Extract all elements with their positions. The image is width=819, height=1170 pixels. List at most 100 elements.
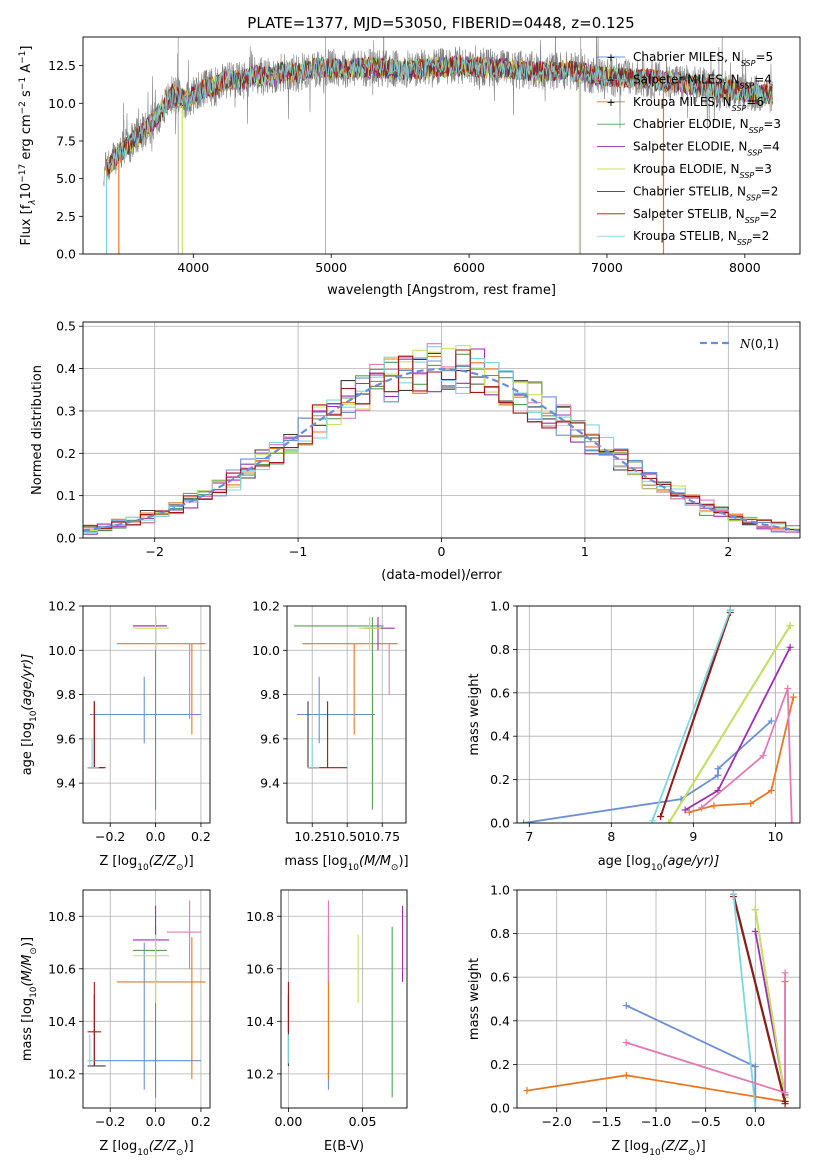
y-tick-label: 2.5 xyxy=(56,209,76,224)
x-tick-label: 0.2 xyxy=(191,1114,211,1129)
model-spectrum-line xyxy=(106,55,773,175)
panels: 4000 5000 6000 7000 80000.02.55.07.510.012.5… xyxy=(18,36,801,1158)
x-tick-label: 0 xyxy=(438,544,446,559)
x-tick-label: 0.0 xyxy=(146,829,166,844)
y-tick-label: 10.2 xyxy=(48,1066,76,1081)
y-tick-label: 10.2 xyxy=(252,599,280,614)
y-tick-label: 10.2 xyxy=(246,1066,274,1081)
x-tick-label: −1 xyxy=(289,544,307,559)
x-tick-label: −1.5 xyxy=(591,1114,621,1129)
x-tick-label: 0.0 xyxy=(146,1114,166,1129)
y-axis-label: age [log10(age/yr)] xyxy=(20,654,39,776)
model-spectrum-line xyxy=(106,56,773,171)
y-tick-label: 0.2 xyxy=(490,1057,510,1072)
x-axis-label: Z [log10(Z/Z⊙)] xyxy=(611,1139,705,1158)
mass-weight-series-line xyxy=(659,612,732,817)
legend-marker: + xyxy=(606,96,615,109)
legend-label: Chabrier STELIB, NSSP=2 xyxy=(633,184,778,202)
panel-mass_vs_Z: −0.2 0.0 0.2 10.2 10.4 10.6 10.8 Z [log10(Z/Z⊙)… xyxy=(20,889,211,1158)
y-tick-label: 9.4 xyxy=(260,776,280,791)
x-tick-label: 1 xyxy=(581,544,589,559)
y-tick-label: 0.5 xyxy=(56,319,76,334)
x-tick-label: 9 xyxy=(689,829,697,844)
y-tick-label: 10.8 xyxy=(246,909,274,924)
legend-marker: + xyxy=(606,73,615,86)
legend-label: Salpeter ELODIE, NSSP=4 xyxy=(633,140,780,158)
y-tick-label: 0.0 xyxy=(490,816,510,831)
y-tick-label: 7.5 xyxy=(56,133,76,148)
y-axis-label: Normed distribution xyxy=(30,365,45,495)
y-tick-label: 0.0 xyxy=(490,1101,510,1116)
y-tick-label: 5.0 xyxy=(56,171,76,186)
axes-frame xyxy=(82,889,211,1109)
legend-label: Salpeter MILES, NSSP=4 xyxy=(633,72,772,90)
x-tick-label: −2 xyxy=(145,544,163,559)
y-tick-label: 10.6 xyxy=(48,961,76,976)
panel-massweight_vs_Z: −2.0 −1.5 −1.0 −0.5 0.0 0.0 0.2 0.4 0.6 0.8 1.0 Z [… xyxy=(467,883,801,1158)
x-tick-label: 10.25 xyxy=(294,829,330,844)
y-tick-label: 0.8 xyxy=(490,926,510,941)
axes-frame xyxy=(82,36,801,255)
gaussian-curve xyxy=(83,367,800,532)
histogram-step-line xyxy=(83,349,800,531)
panel-spectrum: 4000 5000 6000 7000 8000 0.0 2.5 5.0 7.5 10.0 12.5… xyxy=(18,36,801,298)
y-tick-label: 12.5 xyxy=(48,58,76,73)
y-tick-label: 1.0 xyxy=(490,599,510,614)
x-axis-label: wavelength [Angstrom, rest frame] xyxy=(327,283,556,298)
x-tick-label: 2 xyxy=(724,544,732,559)
x-tick-label: 8 xyxy=(607,829,615,844)
x-tick-label: 6000 xyxy=(453,260,485,275)
x-tick-label: 10 xyxy=(767,829,783,844)
panel-age_vs_mass: 10.25 10.50 10.75 9.4 9.6 9.8 10.0 10.2 mass [lo… xyxy=(252,599,408,874)
axes-frame xyxy=(82,605,211,824)
y-axis-label: mass weight xyxy=(467,958,482,1040)
legend-label: Kroupa MILES, NSSP=6 xyxy=(633,95,764,113)
x-tick-label: −0.5 xyxy=(690,1114,720,1129)
axes-frame xyxy=(516,889,801,1109)
x-axis-label: (data-model)/error xyxy=(381,568,502,583)
panel-residuals: −2 −1 0 1 2 0.0 0.1 0.2 0.3 0.4 0.5 (data-model)/er… xyxy=(30,319,801,583)
axes-frame xyxy=(82,321,801,539)
x-axis-label: mass [log10(M/M⊙)] xyxy=(284,854,408,873)
y-tick-label: 0.0 xyxy=(56,531,76,546)
y-tick-label: 0.4 xyxy=(490,729,510,744)
x-tick-label: −0.2 xyxy=(95,829,125,844)
mass-weight-series-line xyxy=(754,909,786,1098)
y-tick-label: 9.6 xyxy=(260,731,280,746)
panel-age_vs_Z: −0.2 0.0 0.2 9.4 9.6 9.8 10.0 10.2 Z [log10(Z/Z⊙… xyxy=(20,599,211,874)
y-tick-label: 0.6 xyxy=(490,685,510,700)
y-tick-label: 0.2 xyxy=(56,446,76,461)
y-tick-label: 10.2 xyxy=(48,599,76,614)
mass-weight-lines xyxy=(520,606,797,823)
x-tick-label: −2.0 xyxy=(542,1114,572,1129)
legend-label: Kroupa STELIB, NSSP=2 xyxy=(633,229,769,247)
x-tick-label: 8000 xyxy=(729,260,761,275)
y-tick-label: 0.6 xyxy=(490,970,510,985)
y-axis-label: mass [log10(M/M⊙)] xyxy=(20,937,39,1061)
x-tick-label: 0.0 xyxy=(745,1114,765,1129)
y-tick-label: 10.0 xyxy=(48,643,76,658)
legend-label: Chabrier ELODIE, NSSP=3 xyxy=(633,117,781,135)
y-tick-label: 9.8 xyxy=(56,687,76,702)
y-tick-label: 10.0 xyxy=(252,643,280,658)
y-tick-label: 10.4 xyxy=(246,1014,274,1029)
x-tick-label: 10.50 xyxy=(329,829,365,844)
legend-label: Kroupa ELODIE, NSSP=3 xyxy=(633,162,772,180)
x-tick-label: 0.00 xyxy=(274,1114,302,1129)
y-axis-label: mass weight xyxy=(467,673,482,755)
x-tick-label: 4000 xyxy=(177,260,209,275)
legend-label: N(0,1) xyxy=(739,337,779,351)
y-tick-label: 10.4 xyxy=(48,1014,76,1029)
x-tick-label: 10.75 xyxy=(364,829,400,844)
mass-weight-series-line xyxy=(651,609,732,822)
histogram-legend: N(0,1) xyxy=(700,337,779,351)
mass-weight-series-line xyxy=(732,896,786,1104)
y-tick-label: 0.4 xyxy=(56,361,76,376)
errorbar-group xyxy=(87,900,206,1098)
x-tick-label: 0.2 xyxy=(191,829,211,844)
y-tick-label: 0.3 xyxy=(56,403,76,418)
errorbar-group xyxy=(287,900,404,1098)
spectrum-lines xyxy=(103,37,773,254)
y-tick-label: 9.8 xyxy=(260,687,280,702)
x-axis-label: Z [log10(Z/Z⊙)] xyxy=(99,1139,193,1158)
